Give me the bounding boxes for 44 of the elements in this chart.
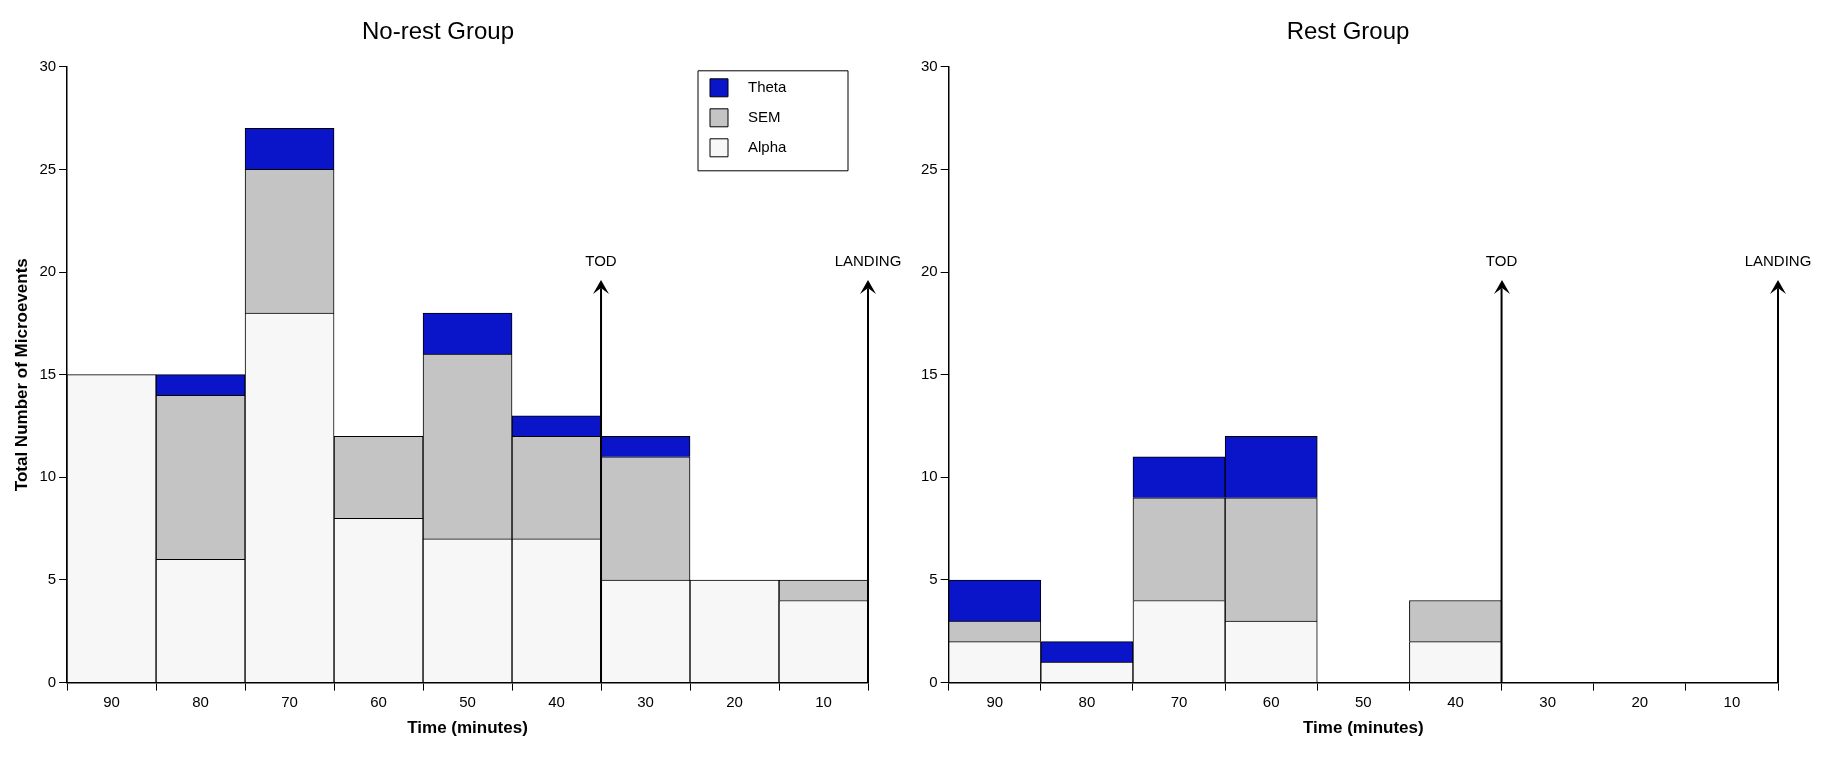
x-tick-label: 10 [815,692,832,710]
chart-title: Rest Group [1286,17,1410,45]
ref-line-label: TOD [1484,252,1519,270]
y-tick-label: 15 [921,364,938,382]
ref-line-label: LANDING [834,252,902,270]
x-tick-label: 70 [1170,692,1188,710]
x-tick-label: 40 [1447,692,1464,710]
x-tick-label: 90 [103,692,120,710]
ref-line-label: TOD [584,252,618,270]
y-tick-label: 30 [39,56,57,74]
x-tick-label: 60 [1262,692,1280,710]
x-tick-label: 50 [459,692,476,710]
x-tick-label: 50 [1355,692,1372,710]
y-tick-label: 15 [39,364,57,382]
x-tick-label: 20 [726,692,743,710]
x-tick-label: 80 [1078,692,1096,710]
x-tick-label: 30 [637,692,654,710]
y-tick-label: 25 [39,159,57,177]
y-tick-label: 0 [929,672,938,690]
x-tick-label: 90 [986,692,1004,710]
y-tick-label: 0 [47,672,57,690]
x-axis-title: Time (minutes) [1303,718,1424,738]
x-tick-label: 20 [1631,692,1649,710]
y-tick-label: 5 [929,570,938,588]
x-tick-label: 80 [192,692,209,710]
legend-label: Theta [748,77,788,95]
y-tick-label: 20 [39,262,57,280]
y-tick-label: 10 [39,467,57,485]
x-axis-title: Time (minutes) [407,718,528,738]
y-tick-label: 30 [921,56,938,74]
x-tick-label: 40 [548,692,565,710]
ref-line-label: LANDING [1743,252,1813,270]
x-tick-label: 60 [370,692,387,710]
y-tick-label: 20 [921,262,938,280]
y-axis-title: Total Number of Microevents [11,258,31,492]
y-tick-label: 10 [921,467,938,485]
x-tick-label: 10 [1723,692,1741,710]
y-tick-label: 5 [47,570,57,588]
x-tick-label: 70 [281,692,298,710]
legend-label: Alpha [748,137,788,155]
y-tick-label: 25 [921,159,938,177]
x-tick-label: 30 [1539,692,1556,710]
legend-label: SEM [748,107,781,125]
chart-title: No-rest Group [361,17,515,45]
